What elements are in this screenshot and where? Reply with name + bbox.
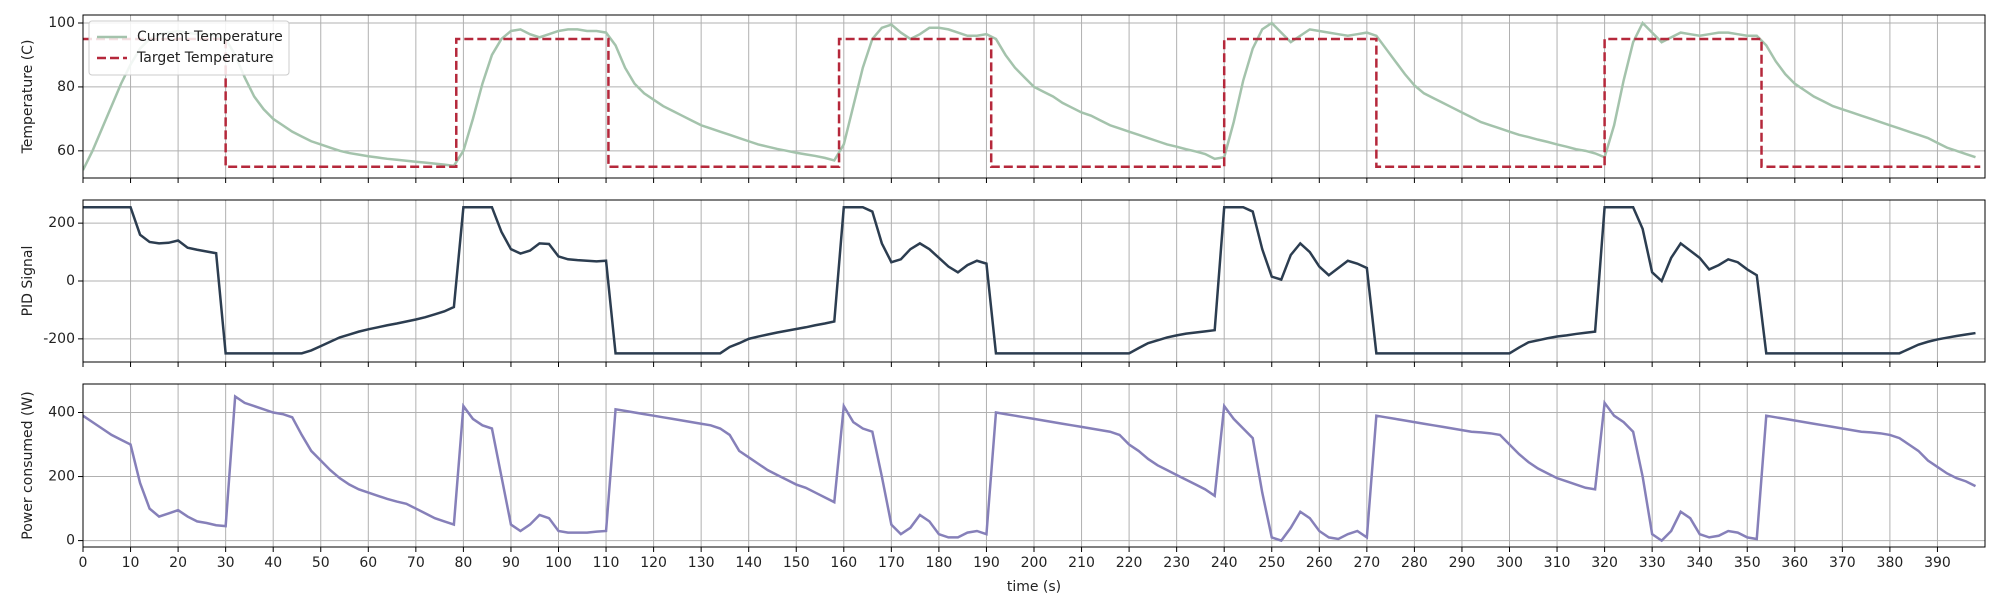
x-tick-label: 240 <box>1211 555 1238 571</box>
y-tick-label: 60 <box>57 143 75 159</box>
x-tick-label: 30 <box>217 555 235 571</box>
legend-label: Target Temperature <box>136 50 273 66</box>
x-tick-label: 160 <box>830 555 857 571</box>
series-line <box>83 394 1977 543</box>
x-tick-label: 70 <box>407 555 425 571</box>
x-tick-label: 280 <box>1401 555 1428 571</box>
y-axis-label: PID Signal <box>20 246 36 317</box>
x-axis-label: time (s) <box>1007 579 1061 595</box>
x-tick-label: 120 <box>640 555 667 571</box>
x-tick-label: 140 <box>735 555 762 571</box>
x-tick-label: 380 <box>1877 555 1904 571</box>
x-tick-label: 110 <box>593 555 620 571</box>
series-line <box>83 20 1976 171</box>
x-tick-label: 200 <box>1021 555 1048 571</box>
x-tick-label: 310 <box>1544 555 1571 571</box>
x-tick-label: 170 <box>878 555 905 571</box>
y-tick-label: 100 <box>48 15 75 31</box>
x-tick-label: 300 <box>1496 555 1523 571</box>
x-tick-label: 10 <box>122 555 140 571</box>
x-tick-label: 80 <box>454 555 472 571</box>
legend-label: Current Temperature <box>137 29 283 45</box>
series-line <box>83 205 1976 355</box>
axes-frame <box>82 14 1986 179</box>
x-tick-label: 90 <box>502 555 520 571</box>
y-axis-label: Power consumed (W) <box>20 391 36 539</box>
x-tick-label: 350 <box>1734 555 1761 571</box>
y-tick-label: -200 <box>43 331 75 347</box>
x-tick-label: 260 <box>1306 555 1333 571</box>
x-tick-label: 290 <box>1449 555 1476 571</box>
x-tick-label: 40 <box>264 555 282 571</box>
x-tick-label: 390 <box>1924 555 1951 571</box>
x-tick-label: 270 <box>1353 555 1380 571</box>
legend-box <box>88 20 290 76</box>
x-tick-label: 210 <box>1068 555 1095 571</box>
y-tick-label: 0 <box>66 533 75 549</box>
x-tick-label: 360 <box>1781 555 1808 571</box>
y-tick-label: 200 <box>48 469 75 485</box>
y-tick-label: 0 <box>66 273 75 289</box>
x-tick-label: 370 <box>1829 555 1856 571</box>
x-tick-label: 180 <box>926 555 953 571</box>
y-tick-label: 400 <box>48 405 75 421</box>
x-tick-label: 20 <box>169 555 187 571</box>
x-tick-label: 220 <box>1116 555 1143 571</box>
series-line <box>83 37 1981 169</box>
x-tick-label: 100 <box>545 555 572 571</box>
x-tick-label: 130 <box>688 555 715 571</box>
x-tick-label: 0 <box>79 555 88 571</box>
x-tick-label: 320 <box>1591 555 1618 571</box>
x-tick-label: 150 <box>783 555 810 571</box>
x-tick-label: 50 <box>312 555 330 571</box>
x-tick-label: 250 <box>1258 555 1285 571</box>
axes-frame <box>82 383 1986 548</box>
y-tick-label: 80 <box>57 79 75 95</box>
x-tick-label: 340 <box>1686 555 1713 571</box>
y-axis-label: Temperature (C) <box>20 40 36 155</box>
y-tick-label: 200 <box>48 215 75 231</box>
axes-frame <box>82 199 1986 363</box>
x-tick-label: 330 <box>1639 555 1666 571</box>
x-tick-label: 190 <box>973 555 1000 571</box>
x-tick-label: 60 <box>359 555 377 571</box>
x-tick-label: 230 <box>1163 555 1190 571</box>
